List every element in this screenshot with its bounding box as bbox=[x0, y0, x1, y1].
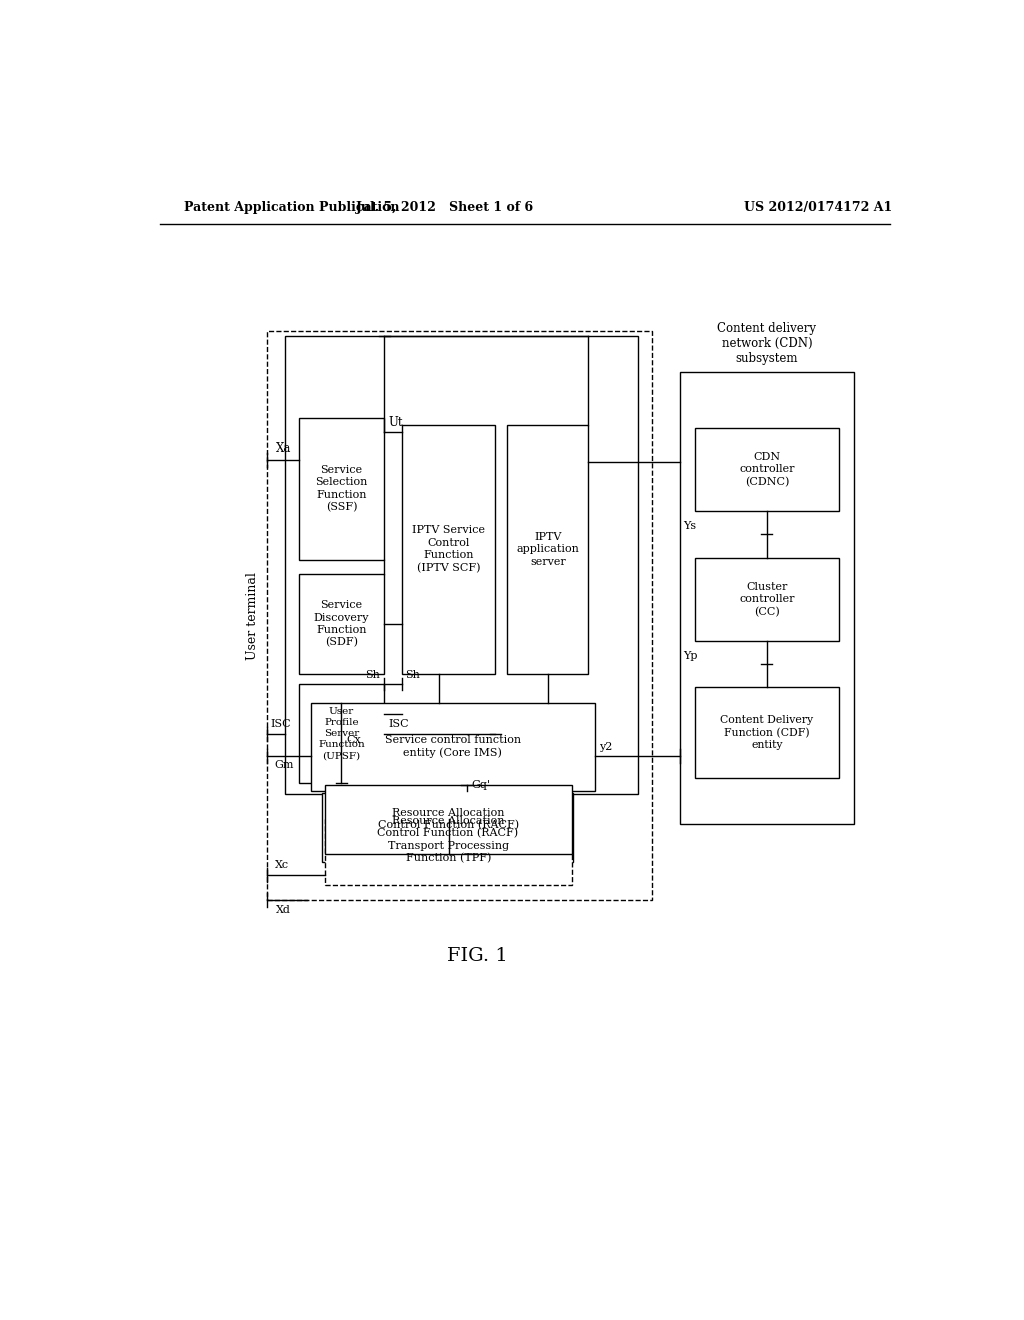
Bar bbox=[299, 417, 384, 560]
Text: CDN
controller
(CDNC): CDN controller (CDNC) bbox=[739, 451, 795, 487]
Text: Gm: Gm bbox=[274, 760, 294, 770]
Bar bbox=[694, 428, 839, 511]
Bar bbox=[325, 818, 572, 886]
Text: Service
Discovery
Function
(SDF): Service Discovery Function (SDF) bbox=[313, 601, 370, 648]
Bar bbox=[694, 686, 839, 779]
Text: ISC: ISC bbox=[270, 718, 291, 729]
Text: Patent Application Publication: Patent Application Publication bbox=[183, 201, 399, 214]
Text: IPTV Service
Control
Function
(IPTV SCF): IPTV Service Control Function (IPTV SCF) bbox=[412, 525, 485, 573]
Text: Sh: Sh bbox=[366, 669, 380, 680]
Text: Sh: Sh bbox=[404, 669, 420, 680]
Bar bbox=[267, 331, 651, 900]
Bar bbox=[310, 704, 595, 791]
Text: User
Profile
Server
Function
(UPSF): User Profile Server Function (UPSF) bbox=[318, 708, 365, 760]
Text: y2: y2 bbox=[599, 742, 612, 751]
Text: Transport Processing
Function (TPF): Transport Processing Function (TPF) bbox=[388, 841, 509, 863]
Text: Xc: Xc bbox=[274, 861, 289, 870]
Bar bbox=[401, 425, 496, 673]
Text: Content Delivery
Function (CDF)
entity: Content Delivery Function (CDF) entity bbox=[720, 715, 813, 750]
Text: Xd: Xd bbox=[276, 904, 291, 915]
Text: User terminal: User terminal bbox=[246, 572, 259, 660]
Text: ISC: ISC bbox=[388, 718, 409, 729]
Text: Cx: Cx bbox=[346, 735, 361, 746]
Text: Yp: Yp bbox=[684, 651, 698, 661]
Text: Gq': Gq' bbox=[471, 780, 490, 789]
Text: Service control function
entity (Core IMS): Service control function entity (Core IM… bbox=[385, 735, 520, 759]
Text: Resource Allocation
Control Function (RACF): Resource Allocation Control Function (RA… bbox=[377, 816, 518, 838]
Bar bbox=[285, 337, 638, 793]
Text: FIG. 1: FIG. 1 bbox=[446, 948, 508, 965]
Text: Cluster
controller
(CC): Cluster controller (CC) bbox=[739, 582, 795, 618]
Text: Jul. 5, 2012   Sheet 1 of 6: Jul. 5, 2012 Sheet 1 of 6 bbox=[356, 201, 535, 214]
Bar bbox=[299, 684, 384, 784]
Text: Ys: Ys bbox=[684, 521, 696, 532]
Bar bbox=[325, 784, 572, 854]
Bar bbox=[299, 574, 384, 673]
Text: Ut: Ut bbox=[388, 416, 402, 429]
Bar bbox=[680, 372, 854, 824]
Bar bbox=[323, 792, 573, 862]
Text: IPTV
application
server: IPTV application server bbox=[516, 532, 580, 566]
Text: Xa: Xa bbox=[276, 442, 292, 455]
Bar bbox=[507, 425, 588, 673]
Text: US 2012/0174172 A1: US 2012/0174172 A1 bbox=[744, 201, 893, 214]
Text: Content delivery
network (CDN)
subsystem: Content delivery network (CDN) subsystem bbox=[718, 322, 816, 364]
Text: Resource Allocation
Control Function (RACF): Resource Allocation Control Function (RA… bbox=[378, 808, 519, 830]
Bar bbox=[694, 558, 839, 642]
Text: Service
Selection
Function
(SSF): Service Selection Function (SSF) bbox=[315, 465, 368, 512]
